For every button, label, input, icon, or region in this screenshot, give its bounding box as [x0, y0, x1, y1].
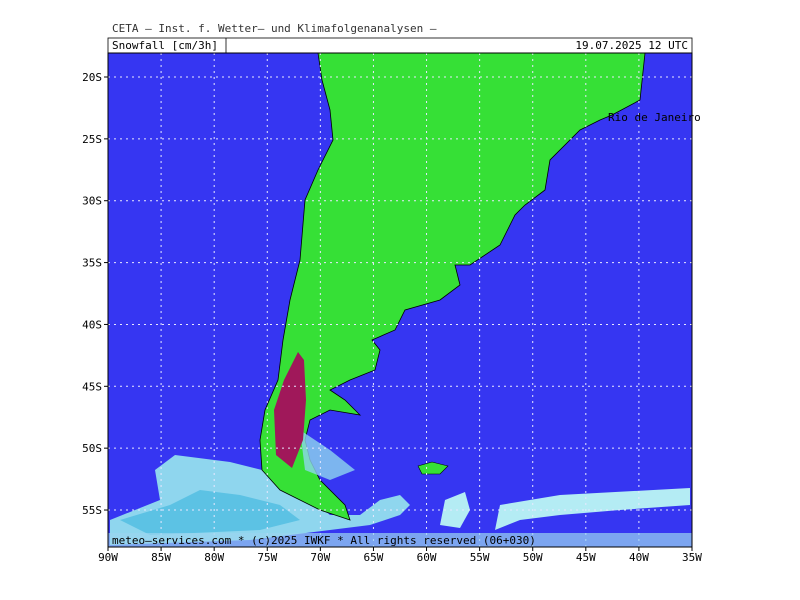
footer: meteo–services.com * (c)2025 IWKF * All … — [112, 534, 536, 547]
map-area: Rio de Janeiro meteo–services.com * (c)2… — [107, 52, 701, 548]
snow-ocean-east — [495, 488, 690, 530]
lat-label: 40S — [82, 318, 102, 331]
lat-label: 45S — [82, 380, 102, 393]
lon-label: 75W — [257, 551, 277, 564]
lon-label: 85W — [151, 551, 171, 564]
graticule — [108, 53, 692, 547]
lon-label: 65W — [364, 551, 384, 564]
parameter-label: Snowfall [cm/3h] — [112, 39, 218, 52]
header-title: CETA – Inst. f. Wetter– und Klimafolgena… — [112, 22, 437, 35]
city-label: Rio de Janeiro — [608, 111, 701, 124]
footer-band — [108, 533, 692, 547]
lat-label: 35S — [82, 257, 102, 270]
lat-label: 20S — [82, 71, 102, 84]
land — [259, 52, 646, 521]
lon-label: 45W — [576, 551, 596, 564]
lon-label: 35W — [682, 551, 702, 564]
lat-label: 30S — [82, 195, 102, 208]
lat-label: 50S — [82, 442, 102, 455]
snow-patch — [440, 492, 470, 528]
lon-label: 90W — [98, 551, 118, 564]
falklands — [417, 461, 449, 475]
map-frame — [107, 52, 693, 548]
lat-label: 25S — [82, 133, 102, 146]
lon-label: 50W — [523, 551, 543, 564]
valid-time: 19.07.2025 12 UTC — [575, 39, 688, 52]
snow-land-light — [300, 430, 355, 480]
lon-label: 55W — [470, 551, 490, 564]
lon-label: 60W — [417, 551, 437, 564]
snow-ocean-mid — [120, 490, 300, 535]
snow-heavy — [274, 352, 306, 468]
lon-label: 80W — [204, 551, 224, 564]
lon-label: 70W — [310, 551, 330, 564]
lat-label: 55S — [82, 504, 102, 517]
lon-label: 40W — [629, 551, 649, 564]
